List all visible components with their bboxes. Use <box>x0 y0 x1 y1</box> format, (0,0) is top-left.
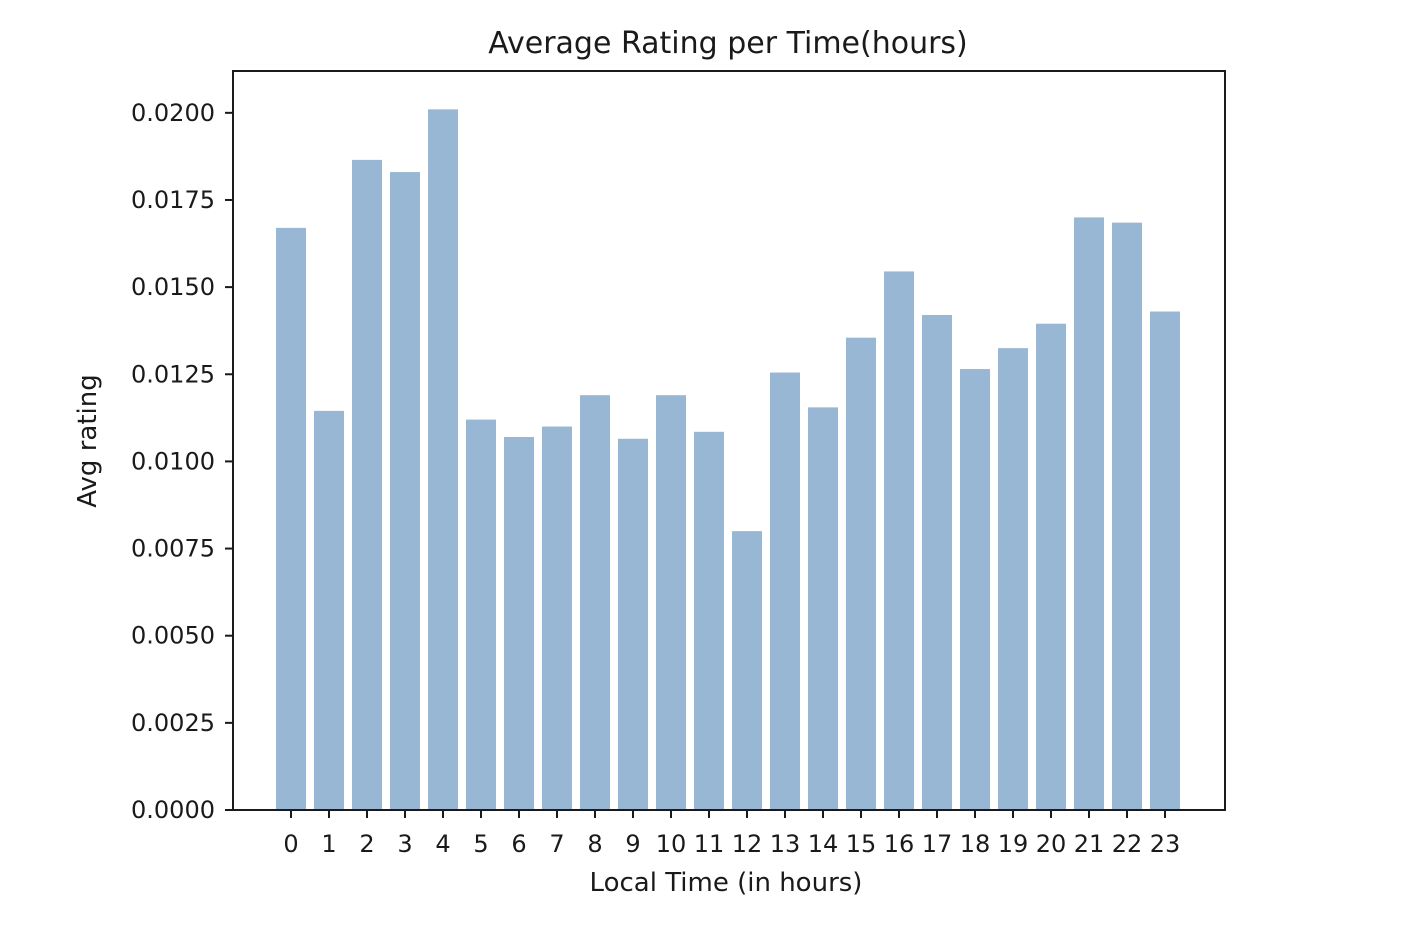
x-tick-label: 10 <box>656 830 687 858</box>
y-tick-label: 0.0125 <box>131 360 215 388</box>
bar-hour-8 <box>580 395 610 810</box>
x-tick-label: 20 <box>1036 830 1067 858</box>
bar-hour-16 <box>884 271 914 810</box>
x-tick-label: 7 <box>549 830 564 858</box>
bar-hour-5 <box>466 419 496 810</box>
bar-hour-18 <box>960 369 990 810</box>
bar-hour-12 <box>732 531 762 810</box>
x-tick-label: 1 <box>321 830 336 858</box>
bar-hour-20 <box>1036 323 1066 810</box>
x-tick-label: 12 <box>732 830 763 858</box>
y-axis-ticks: 0.0000 0.0025 0.0050 0.0075 0.0100 0.0125 0.01… <box>131 99 233 824</box>
x-tick-label: 15 <box>846 830 877 858</box>
bar-hour-13 <box>770 372 800 810</box>
chart-title: Average Rating per Time(hours) <box>488 26 968 61</box>
x-tick-label: 2 <box>359 830 374 858</box>
bar-hour-11 <box>694 431 724 810</box>
x-tick-label: 23 <box>1150 830 1181 858</box>
y-axis-label: Avg rating <box>73 374 103 507</box>
bar-hour-19 <box>998 348 1028 811</box>
x-tick-label: 8 <box>587 830 602 858</box>
x-tick-label: 18 <box>960 830 991 858</box>
x-tick-label: 6 <box>511 830 526 858</box>
x-tick-label: 11 <box>694 830 725 858</box>
y-tick-label: 0.0175 <box>131 186 215 214</box>
x-tick-label: 16 <box>884 830 915 858</box>
bar-hour-23 <box>1150 311 1180 810</box>
bar-hour-21 <box>1074 217 1104 810</box>
x-tick-label: 17 <box>922 830 953 858</box>
bar-hour-3 <box>390 172 420 811</box>
x-axis-ticks: 0 1 2 3 4 5 6 7 8 9 10 11 12 13 14 15 16 17 18 19 20 21 22 23 <box>283 810 1180 858</box>
x-tick-label: 5 <box>473 830 488 858</box>
x-axis-label: Local Time (in hours) <box>590 868 863 898</box>
x-tick-label: 0 <box>283 830 298 858</box>
bar-hour-0 <box>276 227 306 811</box>
x-tick-label: 9 <box>625 830 640 858</box>
bar-hour-7 <box>542 426 572 810</box>
bar-hour-9 <box>618 438 648 810</box>
y-tick-label: 0.0075 <box>131 535 215 563</box>
y-tick-label: 0.0025 <box>131 709 215 737</box>
x-tick-label: 13 <box>770 830 801 858</box>
x-tick-label: 19 <box>998 830 1029 858</box>
x-tick-label: 14 <box>808 830 839 858</box>
bars-group <box>276 109 1180 811</box>
bar-hour-14 <box>808 407 838 810</box>
y-tick-label: 0.0050 <box>131 622 215 650</box>
y-tick-label: 0.0200 <box>131 99 215 127</box>
x-tick-label: 22 <box>1112 830 1143 858</box>
bar-hour-4 <box>428 109 458 811</box>
x-tick-label: 21 <box>1074 830 1105 858</box>
bar-hour-22 <box>1112 222 1142 810</box>
bar-hour-15 <box>846 337 876 810</box>
bar-hour-1 <box>314 410 344 810</box>
bar-hour-6 <box>504 437 534 810</box>
y-tick-label: 0.0150 <box>131 273 215 301</box>
y-tick-label: 0.0000 <box>131 796 215 824</box>
x-tick-label: 3 <box>397 830 412 858</box>
plot-frame <box>232 70 1226 811</box>
bar-hour-17 <box>922 315 952 810</box>
y-tick-label: 0.0100 <box>131 447 215 475</box>
x-tick-label: 4 <box>435 830 450 858</box>
bar-hour-2 <box>352 159 382 810</box>
bar-hour-10 <box>656 395 686 810</box>
